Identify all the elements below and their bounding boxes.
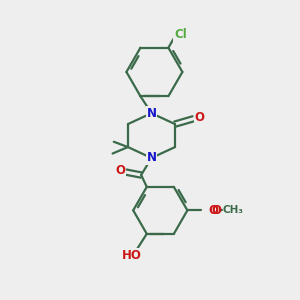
Text: O: O	[195, 111, 205, 124]
Text: O: O	[212, 204, 222, 217]
Text: HO: HO	[122, 249, 142, 262]
Text: O: O	[208, 204, 218, 217]
Text: N: N	[146, 152, 157, 164]
Text: N: N	[146, 107, 157, 120]
Text: Cl: Cl	[174, 28, 187, 41]
Text: O: O	[116, 164, 126, 177]
Text: CH₃: CH₃	[223, 206, 244, 215]
